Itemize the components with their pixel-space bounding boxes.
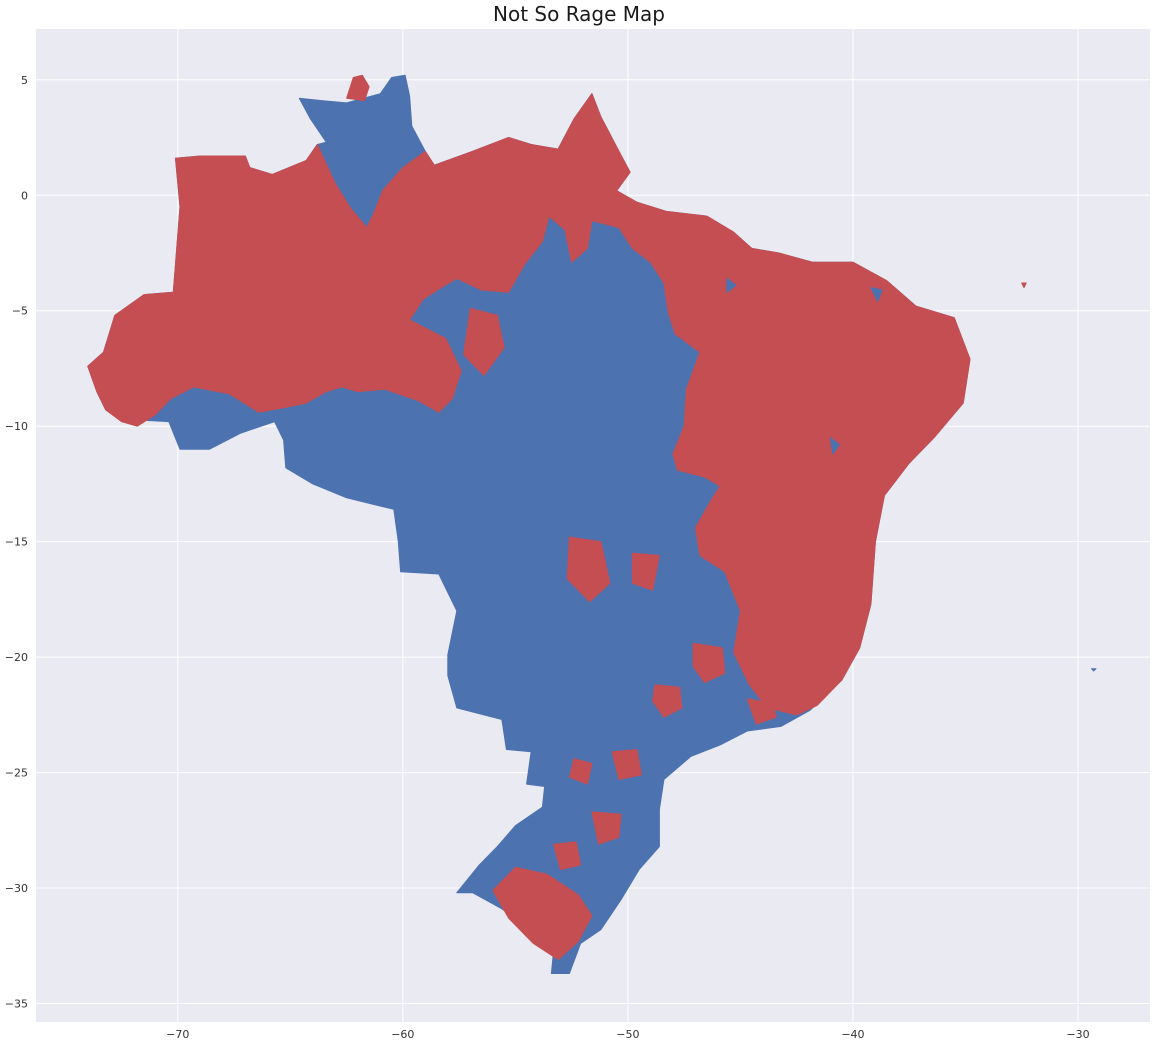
y-tick-label: −35 (5, 998, 28, 1011)
red-region (631, 552, 660, 591)
x-tick-label: −70 (166, 1028, 189, 1041)
x-tick-label: −30 (1066, 1028, 1089, 1041)
chart-title: Not So Rage Map (493, 2, 665, 26)
blue-region (1091, 668, 1097, 672)
red-region (566, 536, 611, 603)
x-tick-label: −40 (841, 1028, 864, 1041)
y-tick-label: −5 (12, 305, 28, 318)
y-tick-label: −15 (5, 536, 28, 549)
tick-layer: −70 −60 −50 −40 −30 5 0 −5 −10 −15 −20 −25 −30 −35 (5, 74, 1090, 1041)
region-layer (87, 74, 1097, 974)
x-tick-label: −50 (616, 1028, 639, 1041)
blue-region (870, 287, 883, 302)
y-tick-label: 0 (21, 189, 28, 202)
red-region (553, 841, 582, 871)
y-tick-label: −20 (5, 651, 28, 664)
red-region (692, 642, 726, 683)
blue-region (726, 277, 737, 293)
red-region (611, 749, 642, 780)
red-region (492, 866, 593, 961)
red-region (568, 758, 593, 785)
red-region (463, 307, 505, 376)
red-region (87, 93, 971, 716)
y-tick-label: −25 (5, 767, 28, 780)
blue-region (829, 437, 840, 455)
red-region (591, 811, 622, 845)
red-region (652, 684, 683, 718)
y-tick-label: −30 (5, 882, 28, 895)
red-region (346, 74, 370, 102)
y-tick-label: −10 (5, 420, 28, 433)
red-region (1021, 282, 1027, 289)
red-region (746, 698, 777, 725)
y-tick-label: 5 (21, 74, 28, 87)
x-tick-label: −60 (391, 1028, 414, 1041)
